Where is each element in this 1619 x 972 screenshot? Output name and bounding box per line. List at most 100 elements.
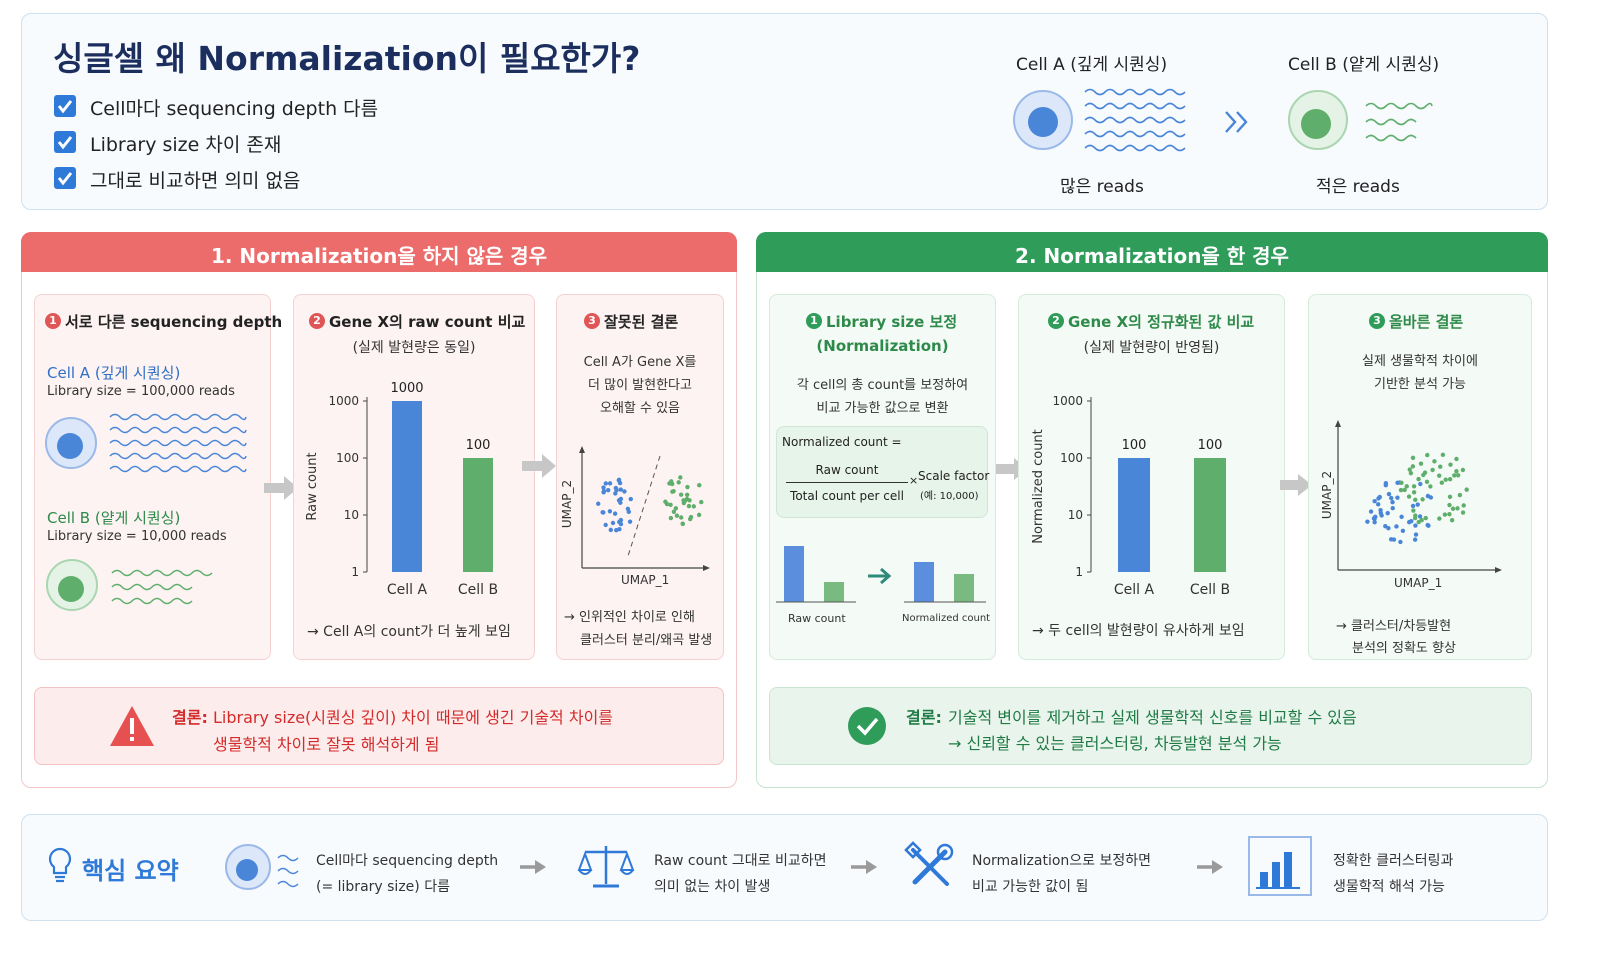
page-title: 싱글셀 왜 Normalization이 필요한가?: [53, 39, 641, 78]
x-tick-label: Cell B: [458, 582, 498, 598]
tools-icon: [904, 841, 954, 886]
scatter-point: [1372, 520, 1377, 525]
scatter-point: [616, 477, 622, 483]
scatter-point: [1455, 473, 1461, 478]
scatter-point: [1415, 502, 1420, 507]
axis-label-x: UMAP_1: [621, 573, 670, 587]
cell-b-label: Cell B (얕게 시퀀싱): [47, 509, 181, 527]
formula-denominator: Total count per cell: [790, 489, 904, 503]
raw-count-mini-chart: [776, 546, 856, 603]
right-conclusion-box: [769, 687, 1532, 765]
checkmark-icon: [57, 100, 73, 114]
scatter-point: [618, 487, 623, 492]
scatter-point: [1411, 508, 1416, 513]
scatter-point: [697, 483, 702, 488]
checkmark-icon: [57, 172, 73, 186]
card-title: Gene X의 raw count 비교: [329, 313, 526, 331]
scatter-point: [1425, 493, 1431, 499]
summary-panel: [21, 814, 1548, 921]
arrow-right-icon: [520, 860, 546, 874]
scatter-point: [671, 509, 677, 514]
reads-wave-icon: [277, 854, 299, 888]
scatter-point: [680, 521, 685, 527]
scatter-point: [613, 491, 618, 496]
card-desc: 오해할 수 있음: [599, 401, 681, 416]
scatter-point: [1372, 499, 1377, 504]
cell-b-title: Cell B (얕게 시퀀싱): [1288, 55, 1440, 75]
cell-icon: [225, 844, 271, 890]
scatter-point: [1457, 492, 1463, 498]
step-number: 1: [810, 314, 818, 327]
reads-wave-icon: [1365, 102, 1433, 142]
card-title: 올바른 결론: [1389, 313, 1464, 331]
scatter-point: [605, 488, 611, 493]
conclusion-label: 결론:: [906, 708, 942, 727]
balance-scale-icon: [577, 846, 635, 888]
scatter-point: [1377, 494, 1382, 500]
y-tick-label: 1000: [328, 394, 359, 408]
x-tick-label: Cell A: [1114, 582, 1155, 598]
scatter-point: [682, 498, 688, 503]
step-number-badge: [45, 313, 61, 329]
check-item: Cell마다 sequencing depth 다름: [90, 98, 379, 120]
cell-a-icon: [45, 417, 97, 469]
cell-a-icon: [1013, 90, 1073, 150]
scatter-point: [691, 504, 697, 509]
summary-step-text: 비교 가능한 값이 됨: [972, 879, 1089, 895]
axis-arrow: [1495, 567, 1502, 573]
formula-label: Normalized count =: [782, 435, 902, 449]
bar-value-label: 100: [1122, 438, 1147, 453]
scatter-point: [1460, 510, 1466, 515]
scatter-point: [678, 492, 684, 497]
scatter-point: [1373, 514, 1378, 520]
scatter-point: [1398, 539, 1403, 545]
scatter-point: [628, 496, 633, 502]
left-card-wrong-conclusion: [556, 294, 724, 660]
cell-a-label: Cell A (깊게 시퀀싱): [47, 364, 181, 382]
scatter-point: [1400, 528, 1406, 534]
scatter-point: [614, 528, 619, 533]
scatter-point: [1413, 532, 1419, 537]
checkbox-icon: [54, 167, 76, 189]
bar-chart-icon: [1248, 836, 1312, 896]
card-note: 분석의 정확도 향상: [1352, 641, 1456, 656]
scatter-point: [1447, 477, 1453, 482]
scatter-point: [1426, 523, 1431, 528]
bar: [1118, 458, 1150, 572]
axis-arrow: [703, 565, 710, 571]
scatter-point: [1383, 523, 1388, 529]
scatter-point: [1437, 473, 1442, 478]
check-item: 그대로 비교하면 의미 없음: [90, 170, 301, 192]
scatter-point: [1399, 480, 1404, 486]
scatter-point: [1394, 524, 1399, 529]
card-note: → Cell A의 count가 더 높게 보임: [307, 624, 511, 640]
scatter-point: [601, 510, 606, 515]
scatter-point: [601, 485, 606, 490]
arrow-right-icon: [1197, 860, 1223, 874]
right-card-correct-conclusion: [1308, 294, 1532, 660]
scatter-point: [1421, 472, 1426, 478]
scatter-point: [1454, 469, 1459, 474]
scatter-point: [1423, 515, 1428, 521]
bar: [392, 401, 422, 572]
cell-b-library: Library size = 10,000 reads: [47, 529, 227, 544]
scatter-point: [1398, 487, 1404, 493]
formula-times: ×: [909, 474, 919, 487]
step-number: 3: [588, 314, 596, 327]
card-title: Library size 보정: [826, 313, 958, 331]
scatter-point: [674, 513, 680, 518]
bar-value-label: 100: [466, 438, 491, 453]
scatter-point: [1447, 502, 1452, 508]
step-number-badge: [1369, 313, 1385, 329]
scatter-point: [1460, 467, 1466, 473]
scatter-point: [1411, 484, 1417, 489]
step-number-badge: [309, 313, 325, 329]
scatter-point: [684, 492, 690, 498]
step-number-badge: [1048, 313, 1064, 329]
scatter-point: [1404, 484, 1409, 489]
checkbox-icon: [54, 131, 76, 153]
scatter-point: [1389, 495, 1394, 501]
step-number-badge: [584, 313, 600, 329]
cell-a-title: Cell A (깊게 시퀀싱): [1016, 55, 1168, 75]
scatter-point: [607, 509, 613, 514]
